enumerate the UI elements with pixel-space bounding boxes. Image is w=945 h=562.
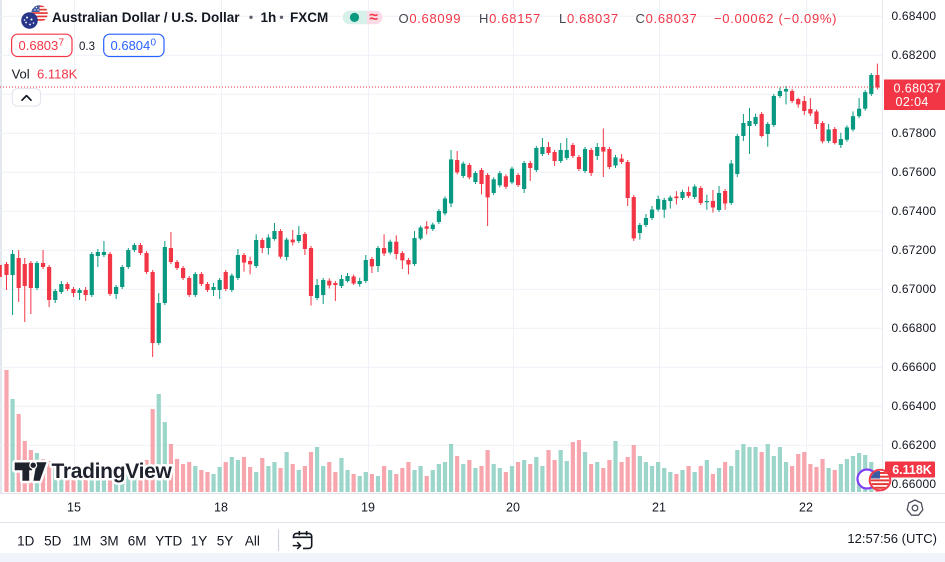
svg-text:5Y: 5Y xyxy=(217,534,234,549)
svg-text:19: 19 xyxy=(361,501,375,515)
svg-text:0.66400: 0.66400 xyxy=(892,399,937,413)
svg-text:1D: 1D xyxy=(17,534,35,549)
svg-text:0.66200: 0.66200 xyxy=(892,438,937,452)
svg-text:0.67400: 0.67400 xyxy=(892,204,937,218)
svg-text:5D: 5D xyxy=(44,534,62,549)
svg-text:Vol: Vol xyxy=(12,67,30,82)
svg-text:1Y: 1Y xyxy=(191,534,208,549)
svg-text:0.6804: 0.6804 xyxy=(111,38,151,53)
svg-text:6.118K: 6.118K xyxy=(892,463,932,477)
svg-text:6M: 6M xyxy=(128,534,147,549)
svg-text:02:04: 02:04 xyxy=(896,95,929,109)
svg-text:0.68200: 0.68200 xyxy=(892,48,937,62)
svg-text:FXCM: FXCM xyxy=(290,10,328,25)
svg-text:15: 15 xyxy=(67,501,81,515)
svg-text:20: 20 xyxy=(506,501,520,515)
svg-text:0.66000: 0.66000 xyxy=(892,477,937,491)
svg-text:18: 18 xyxy=(214,501,228,515)
svg-text:0.66800: 0.66800 xyxy=(892,321,937,335)
svg-text:6.118K: 6.118K xyxy=(37,67,78,82)
svg-text:22: 22 xyxy=(799,501,813,515)
svg-text:O0.68099: O0.68099 xyxy=(399,11,462,26)
svg-text:Australian Dollar / U.S. Dolla: Australian Dollar / U.S. Dollar xyxy=(52,10,240,25)
svg-text:0.67600: 0.67600 xyxy=(892,165,937,179)
svg-text:7: 7 xyxy=(59,38,65,49)
svg-text:0.68400: 0.68400 xyxy=(892,9,937,23)
svg-text:1M: 1M xyxy=(73,534,92,549)
svg-text:0.67800: 0.67800 xyxy=(892,126,937,140)
svg-text:−0.00062 (−0.09%): −0.00062 (−0.09%) xyxy=(714,11,837,26)
svg-text:0.67200: 0.67200 xyxy=(892,243,937,257)
svg-text:H0.68157: H0.68157 xyxy=(479,11,541,26)
svg-text:3M: 3M xyxy=(100,534,119,549)
svg-text:0: 0 xyxy=(151,38,157,49)
svg-text:0.3: 0.3 xyxy=(79,41,95,53)
svg-text:0.67000: 0.67000 xyxy=(892,282,937,296)
svg-text:C0.68037: C0.68037 xyxy=(636,11,698,26)
svg-text:12:57:56 (UTC): 12:57:56 (UTC) xyxy=(847,531,937,546)
svg-text:0.6803: 0.6803 xyxy=(19,38,59,53)
svg-text:TradingView: TradingView xyxy=(52,460,173,483)
svg-text:All: All xyxy=(245,534,260,549)
svg-text:YTD: YTD xyxy=(155,534,182,549)
svg-text:21: 21 xyxy=(652,501,666,515)
svg-text:≈: ≈ xyxy=(369,9,378,26)
svg-text:0.66600: 0.66600 xyxy=(892,360,937,374)
svg-text:0.68037: 0.68037 xyxy=(894,82,942,96)
svg-text:L0.68037: L0.68037 xyxy=(559,11,619,26)
svg-text:1h: 1h xyxy=(261,10,277,25)
